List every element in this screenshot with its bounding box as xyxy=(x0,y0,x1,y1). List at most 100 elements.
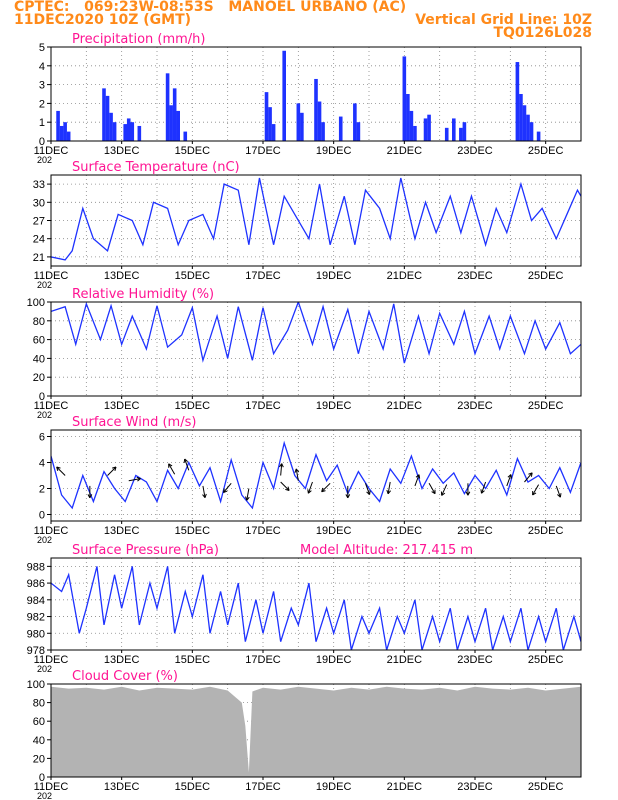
wind-arrow xyxy=(183,458,190,471)
precip-bar xyxy=(130,122,135,141)
x-tick-label: 11DEC xyxy=(34,270,69,282)
x-tick-label: 21DEC xyxy=(387,654,423,666)
precip-bar xyxy=(296,103,301,141)
x-tick-label: 19DEC xyxy=(316,145,352,157)
x-tick-label: 19DEC xyxy=(316,270,352,282)
y-tick-label: 980 xyxy=(27,628,45,640)
precip-bar xyxy=(300,112,304,141)
precip-bar xyxy=(356,122,361,141)
x-tick-label: 21DEC xyxy=(387,145,423,157)
y-tick-label: 2 xyxy=(39,484,45,496)
x-tick-label: 13DEC xyxy=(104,781,140,793)
y-tick-label: 27 xyxy=(33,216,45,228)
x-tick-label: 25DEC xyxy=(528,400,564,412)
cloud-panel: 0 20 40 60 80 100 11DEC 13DEC 15DEC 17DEC 19DEC 21D… xyxy=(27,669,582,800)
precip-bar xyxy=(423,118,428,141)
y-tick-label: 24 xyxy=(33,234,45,246)
x-tick-label: 21DEC xyxy=(387,781,423,793)
y-tick-label: 80 xyxy=(33,698,45,710)
y-tick-label: 3 xyxy=(39,80,45,92)
wind-arrow xyxy=(321,482,331,493)
x-tick-label: 21DEC xyxy=(387,525,423,537)
panel-frame xyxy=(50,557,582,651)
y-tick-label: 100 xyxy=(27,297,45,309)
wind-arrow xyxy=(168,463,176,475)
y-tick-label: 982 xyxy=(27,612,45,624)
year-label: 202 xyxy=(37,410,52,420)
pres-annotation: Model Altitude: 217.415 m xyxy=(300,543,473,558)
x-tick-label: 23DEC xyxy=(457,781,493,793)
wind-series-line xyxy=(51,440,581,510)
y-tick-label: 40 xyxy=(33,735,45,747)
x-tick-label: 21DEC xyxy=(387,400,423,412)
y-tick-label: 4 xyxy=(39,458,45,470)
y-tick-label: 5 xyxy=(39,42,45,54)
precip-bar xyxy=(321,122,325,141)
precip-bar xyxy=(462,122,467,141)
pres-series-line xyxy=(51,566,581,650)
y-tick-label: 0 xyxy=(39,772,45,784)
x-tick-label: 17DEC xyxy=(245,781,281,793)
y-tick-label: 30 xyxy=(33,197,45,209)
wind-arrow xyxy=(414,474,421,487)
wind-arrow xyxy=(428,483,436,495)
wind-arrow xyxy=(364,483,371,495)
y-tick-label: 40 xyxy=(33,353,45,365)
precip-bar xyxy=(402,56,407,141)
precip-bar xyxy=(271,124,276,141)
precip-bar xyxy=(112,122,117,141)
cloud-title: Cloud Cover (%) xyxy=(72,669,178,684)
precip-bar xyxy=(56,110,60,141)
wind-arrow xyxy=(56,466,66,476)
wind-arrow xyxy=(440,484,448,496)
wind-panel: 0 2 4 6 11DEC 13DEC 15DEC 17DEC 19DEC 21DEC 23DEC 2… xyxy=(34,415,582,545)
precip-bar xyxy=(66,131,71,141)
y-tick-label: 0 xyxy=(39,136,45,148)
precip-bar xyxy=(63,122,67,141)
temp-series-line xyxy=(51,177,581,261)
x-tick-label: 23DEC xyxy=(457,654,493,666)
precip-bar xyxy=(406,94,410,141)
wind-arrow xyxy=(294,468,300,481)
y-tick-label: 4 xyxy=(39,61,45,73)
x-tick-label: 25DEC xyxy=(528,781,564,793)
x-tick-label: 25DEC xyxy=(528,525,564,537)
precip-bar xyxy=(165,73,170,141)
header-station-line: CPTEC: 069:23W-08:53S MANOEL URBANO (AC) xyxy=(14,0,407,15)
x-tick-label: 23DEC xyxy=(457,145,493,157)
precip-bar xyxy=(529,122,534,141)
wind-arrow xyxy=(87,485,93,499)
wind-arrow xyxy=(386,481,392,495)
precip-bar xyxy=(169,105,173,141)
y-tick-label: 0 xyxy=(39,510,45,522)
precip-bar xyxy=(282,50,286,142)
x-tick-label: 25DEC xyxy=(528,270,564,282)
wind-arrow xyxy=(202,485,207,499)
x-tick-label: 21DEC xyxy=(387,270,423,282)
x-tick-label: 11DEC xyxy=(34,525,69,537)
precip-bar xyxy=(59,125,64,141)
x-tick-label: 23DEC xyxy=(457,270,493,282)
y-tick-label: 20 xyxy=(33,753,45,765)
x-tick-label: 13DEC xyxy=(104,654,140,666)
year-label: 202 xyxy=(37,535,52,545)
precip-bar xyxy=(123,124,127,141)
x-tick-label: 11DEC xyxy=(34,654,69,666)
wind-arrow xyxy=(524,472,533,483)
x-tick-label: 25DEC xyxy=(528,654,564,666)
precip-bar xyxy=(314,78,318,141)
y-tick-label: 6 xyxy=(39,432,45,444)
wind-arrow xyxy=(222,482,232,493)
y-tick-label: 2 xyxy=(39,98,45,110)
x-tick-label: 11DEC xyxy=(34,145,69,157)
precip-bar xyxy=(109,112,113,141)
y-tick-label: 33 xyxy=(33,179,45,191)
y-tick-label: 21 xyxy=(33,252,45,264)
precip-bar xyxy=(413,125,417,141)
x-tick-label: 15DEC xyxy=(175,654,211,666)
pres-panel: 978 980 982 984 986 988 11DEC 13DEC 15DEC 17DEC 19… xyxy=(27,543,582,674)
precip-bar xyxy=(459,127,463,141)
precip-bar xyxy=(105,95,110,141)
header-date-line: 11DEC2020 10Z (GMT) xyxy=(14,12,192,28)
